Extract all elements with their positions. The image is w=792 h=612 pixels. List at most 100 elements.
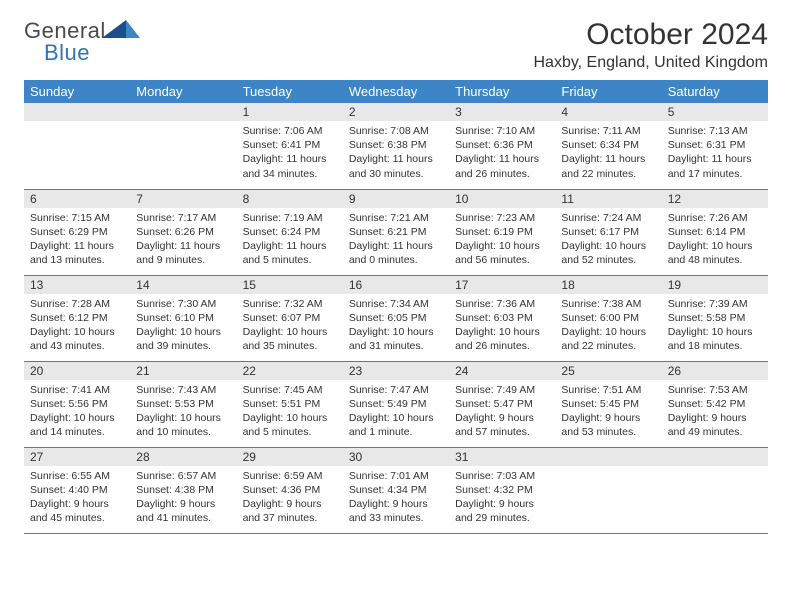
day-body: Sunrise: 7:41 AMSunset: 5:56 PMDaylight:… <box>24 380 130 444</box>
sunrise-text: Sunrise: 7:23 AM <box>455 211 549 225</box>
day-number: 21 <box>130 362 236 380</box>
day-number: 19 <box>662 276 768 294</box>
day-header-row: SundayMondayTuesdayWednesdayThursdayFrid… <box>24 80 768 103</box>
calendar-week-row: 20Sunrise: 7:41 AMSunset: 5:56 PMDayligh… <box>24 361 768 447</box>
daylight-text: Daylight: 10 hours and 5 minutes. <box>243 411 337 439</box>
sunset-text: Sunset: 5:56 PM <box>30 397 124 411</box>
day-body: Sunrise: 7:38 AMSunset: 6:00 PMDaylight:… <box>555 294 661 358</box>
sunset-text: Sunset: 5:49 PM <box>349 397 443 411</box>
day-body <box>24 121 130 181</box>
day-body: Sunrise: 7:49 AMSunset: 5:47 PMDaylight:… <box>449 380 555 444</box>
daylight-text: Daylight: 11 hours and 22 minutes. <box>561 152 655 180</box>
day-body: Sunrise: 7:39 AMSunset: 5:58 PMDaylight:… <box>662 294 768 358</box>
calendar-cell: 13Sunrise: 7:28 AMSunset: 6:12 PMDayligh… <box>24 275 130 361</box>
calendar-cell: 4Sunrise: 7:11 AMSunset: 6:34 PMDaylight… <box>555 103 661 189</box>
daylight-text: Daylight: 11 hours and 17 minutes. <box>668 152 762 180</box>
sunset-text: Sunset: 4:32 PM <box>455 483 549 497</box>
day-number: 10 <box>449 190 555 208</box>
calendar-cell: 14Sunrise: 7:30 AMSunset: 6:10 PMDayligh… <box>130 275 236 361</box>
daylight-text: Daylight: 10 hours and 31 minutes. <box>349 325 443 353</box>
day-body: Sunrise: 6:55 AMSunset: 4:40 PMDaylight:… <box>24 466 130 530</box>
day-body: Sunrise: 7:43 AMSunset: 5:53 PMDaylight:… <box>130 380 236 444</box>
day-number: 31 <box>449 448 555 466</box>
calendar-cell: 31Sunrise: 7:03 AMSunset: 4:32 PMDayligh… <box>449 447 555 533</box>
sunrise-text: Sunrise: 6:57 AM <box>136 469 230 483</box>
daylight-text: Daylight: 11 hours and 9 minutes. <box>136 239 230 267</box>
sunrise-text: Sunrise: 7:28 AM <box>30 297 124 311</box>
day-body: Sunrise: 7:34 AMSunset: 6:05 PMDaylight:… <box>343 294 449 358</box>
sunset-text: Sunset: 6:41 PM <box>243 138 337 152</box>
day-body: Sunrise: 7:30 AMSunset: 6:10 PMDaylight:… <box>130 294 236 358</box>
daylight-text: Daylight: 10 hours and 26 minutes. <box>455 325 549 353</box>
day-body: Sunrise: 7:36 AMSunset: 6:03 PMDaylight:… <box>449 294 555 358</box>
sunset-text: Sunset: 6:26 PM <box>136 225 230 239</box>
day-number: 27 <box>24 448 130 466</box>
calendar-cell: 30Sunrise: 7:01 AMSunset: 4:34 PMDayligh… <box>343 447 449 533</box>
sunset-text: Sunset: 6:07 PM <box>243 311 337 325</box>
calendar-week-row: 27Sunrise: 6:55 AMSunset: 4:40 PMDayligh… <box>24 447 768 533</box>
calendar-cell: 17Sunrise: 7:36 AMSunset: 6:03 PMDayligh… <box>449 275 555 361</box>
sunset-text: Sunset: 6:17 PM <box>561 225 655 239</box>
day-body: Sunrise: 6:57 AMSunset: 4:38 PMDaylight:… <box>130 466 236 530</box>
calendar-cell: 22Sunrise: 7:45 AMSunset: 5:51 PMDayligh… <box>237 361 343 447</box>
day-body: Sunrise: 7:01 AMSunset: 4:34 PMDaylight:… <box>343 466 449 530</box>
sunset-text: Sunset: 6:12 PM <box>30 311 124 325</box>
daylight-text: Daylight: 10 hours and 39 minutes. <box>136 325 230 353</box>
sunrise-text: Sunrise: 7:15 AM <box>30 211 124 225</box>
day-number: 3 <box>449 103 555 121</box>
day-number: 28 <box>130 448 236 466</box>
day-number: 18 <box>555 276 661 294</box>
calendar-page: General Blue October 2024 Haxby, England… <box>0 0 792 552</box>
calendar-cell: 28Sunrise: 6:57 AMSunset: 4:38 PMDayligh… <box>130 447 236 533</box>
sunrise-text: Sunrise: 7:13 AM <box>668 124 762 138</box>
day-number <box>24 103 130 121</box>
sunrise-text: Sunrise: 7:41 AM <box>30 383 124 397</box>
daylight-text: Daylight: 9 hours and 29 minutes. <box>455 497 549 525</box>
sunset-text: Sunset: 6:14 PM <box>668 225 762 239</box>
calendar-cell <box>555 447 661 533</box>
sunrise-text: Sunrise: 7:49 AM <box>455 383 549 397</box>
calendar-cell: 21Sunrise: 7:43 AMSunset: 5:53 PMDayligh… <box>130 361 236 447</box>
sunset-text: Sunset: 6:29 PM <box>30 225 124 239</box>
sunrise-text: Sunrise: 7:26 AM <box>668 211 762 225</box>
day-body: Sunrise: 7:32 AMSunset: 6:07 PMDaylight:… <box>237 294 343 358</box>
day-number: 11 <box>555 190 661 208</box>
day-number: 1 <box>237 103 343 121</box>
daylight-text: Daylight: 10 hours and 10 minutes. <box>136 411 230 439</box>
daylight-text: Daylight: 9 hours and 41 minutes. <box>136 497 230 525</box>
day-body: Sunrise: 7:15 AMSunset: 6:29 PMDaylight:… <box>24 208 130 272</box>
sunrise-text: Sunrise: 7:39 AM <box>668 297 762 311</box>
day-number <box>555 448 661 466</box>
logo-triangle-icon <box>102 20 142 40</box>
day-body: Sunrise: 7:53 AMSunset: 5:42 PMDaylight:… <box>662 380 768 444</box>
location-text: Haxby, England, United Kingdom <box>533 54 768 72</box>
calendar-cell <box>24 103 130 189</box>
sunset-text: Sunset: 6:00 PM <box>561 311 655 325</box>
calendar-cell: 7Sunrise: 7:17 AMSunset: 6:26 PMDaylight… <box>130 189 236 275</box>
sunset-text: Sunset: 6:38 PM <box>349 138 443 152</box>
sunset-text: Sunset: 6:24 PM <box>243 225 337 239</box>
day-number: 29 <box>237 448 343 466</box>
sunrise-text: Sunrise: 6:55 AM <box>30 469 124 483</box>
daylight-text: Daylight: 11 hours and 5 minutes. <box>243 239 337 267</box>
sunset-text: Sunset: 5:42 PM <box>668 397 762 411</box>
day-number: 8 <box>237 190 343 208</box>
sunset-text: Sunset: 6:21 PM <box>349 225 443 239</box>
day-header: Saturday <box>662 80 768 103</box>
calendar-cell: 3Sunrise: 7:10 AMSunset: 6:36 PMDaylight… <box>449 103 555 189</box>
daylight-text: Daylight: 10 hours and 35 minutes. <box>243 325 337 353</box>
daylight-text: Daylight: 10 hours and 52 minutes. <box>561 239 655 267</box>
sunset-text: Sunset: 6:31 PM <box>668 138 762 152</box>
sunset-text: Sunset: 4:40 PM <box>30 483 124 497</box>
day-number: 16 <box>343 276 449 294</box>
sunrise-text: Sunrise: 7:30 AM <box>136 297 230 311</box>
sunset-text: Sunset: 4:38 PM <box>136 483 230 497</box>
day-body: Sunrise: 7:13 AMSunset: 6:31 PMDaylight:… <box>662 121 768 185</box>
sunrise-text: Sunrise: 7:24 AM <box>561 211 655 225</box>
day-header: Monday <box>130 80 236 103</box>
day-body: Sunrise: 7:23 AMSunset: 6:19 PMDaylight:… <box>449 208 555 272</box>
calendar-body: 1Sunrise: 7:06 AMSunset: 6:41 PMDaylight… <box>24 103 768 533</box>
calendar-cell: 23Sunrise: 7:47 AMSunset: 5:49 PMDayligh… <box>343 361 449 447</box>
day-body: Sunrise: 7:19 AMSunset: 6:24 PMDaylight:… <box>237 208 343 272</box>
sunrise-text: Sunrise: 7:47 AM <box>349 383 443 397</box>
